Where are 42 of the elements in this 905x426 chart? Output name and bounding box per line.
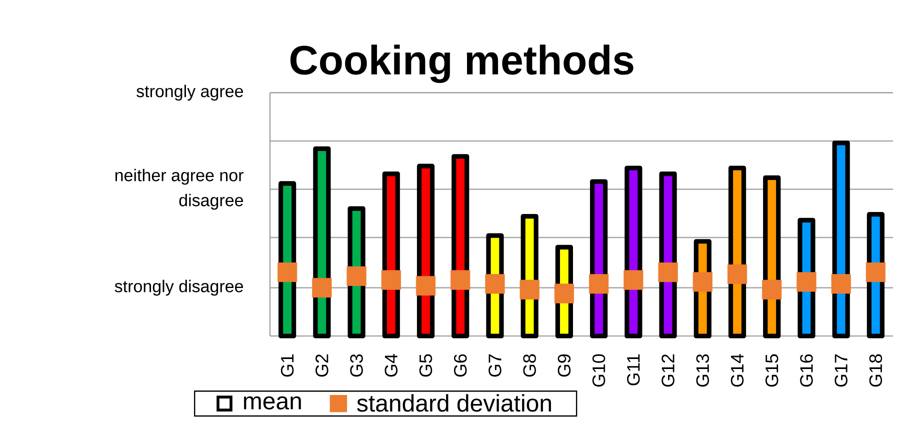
point <box>381 270 401 290</box>
point <box>658 262 678 282</box>
point <box>692 272 712 292</box>
point <box>727 264 748 284</box>
point <box>485 274 505 294</box>
chart-title: Cooking methods <box>290 44 634 84</box>
point <box>520 280 540 300</box>
point <box>589 274 609 294</box>
x-tick-label: G18 <box>869 354 882 387</box>
x-tick-label: G2 <box>316 354 328 377</box>
x-tick-label: G15 <box>765 354 778 387</box>
x-tick-label: G13 <box>696 354 710 387</box>
point <box>624 270 644 290</box>
ref-line-label: strongly disagree <box>114 280 244 296</box>
point <box>346 266 366 286</box>
x-tick-label: G9 <box>558 354 571 377</box>
point <box>796 272 816 292</box>
point <box>831 274 851 294</box>
point <box>416 276 436 296</box>
point <box>866 262 886 282</box>
legend-label: mean <box>244 396 301 410</box>
x-tick-label: G6 <box>454 354 467 377</box>
ref-line-label: neither agree nor disagree <box>115 168 244 210</box>
x-tick-label: G3 <box>350 354 363 377</box>
point <box>312 278 332 298</box>
x-tick-label: G16 <box>800 354 813 387</box>
x-tick-label: G1 <box>280 354 294 377</box>
x-tick-label: G11 <box>627 354 640 386</box>
legend-label: standard deviation <box>357 394 551 412</box>
x-tick-label: G7 <box>488 354 502 377</box>
point <box>278 262 298 282</box>
point <box>554 284 574 304</box>
x-tick-label: G4 <box>384 354 398 377</box>
x-tick-label: G12 <box>662 354 674 387</box>
x-tick-label: G10 <box>592 354 606 387</box>
x-tick-label: G8 <box>523 354 536 377</box>
x-tick-label: G5 <box>419 354 432 377</box>
point <box>450 270 470 290</box>
x-tick-label: G17 <box>834 354 848 387</box>
ref-line-label: strongly agree <box>136 84 244 101</box>
x-tick-label: G14 <box>730 354 744 387</box>
point <box>762 280 782 300</box>
